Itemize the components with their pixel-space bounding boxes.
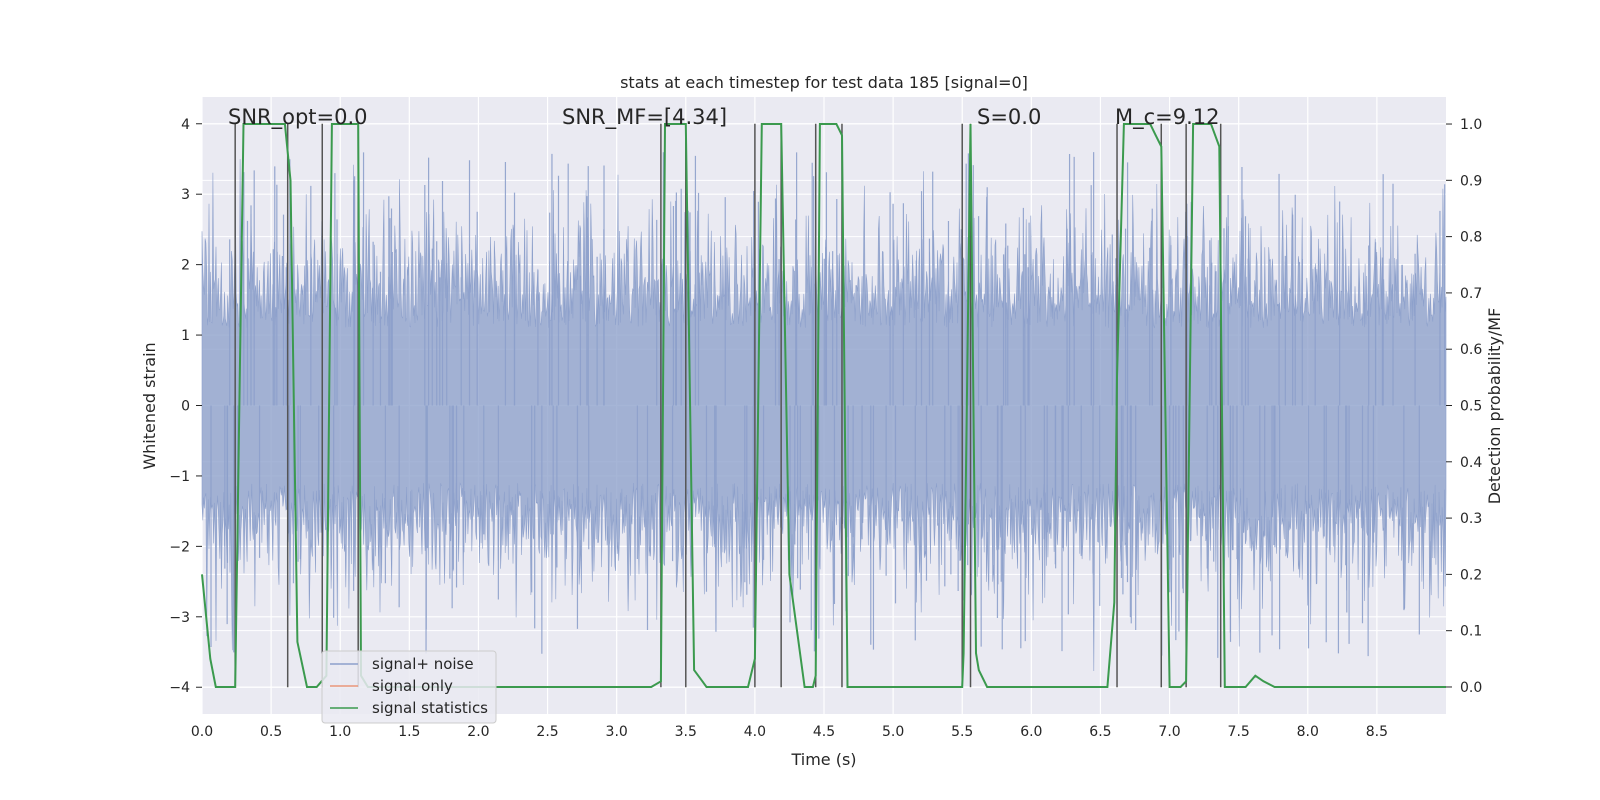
x-tick-label-4: 2.0	[467, 724, 489, 740]
y-tick-labels-right: 1.0 0.9 0.8 0.7 0.6 0.5 0.4 0.3 0.2 0.1 0.0	[1446, 117, 1482, 696]
y-tick-label-left-5: −1	[169, 469, 190, 485]
x-tick-label-10: 5.0	[882, 724, 904, 740]
legend-label-signal-statistics: signal statistics	[372, 699, 488, 717]
x-tick-label-16: 8.0	[1297, 724, 1319, 740]
legend-label-signal-only: signal only	[372, 677, 453, 695]
annotation-mc: M_c=9.12	[1115, 105, 1220, 130]
y-tick-label-left-0: 4	[181, 117, 190, 133]
x-tick-label-3: 1.5	[398, 724, 420, 740]
chart-title: stats at each timestep for test data 185…	[620, 73, 1028, 92]
annotation-snr-opt: SNR_opt=0.0	[228, 105, 368, 130]
legend-box	[321, 650, 497, 724]
x-tick-label-8: 4.0	[744, 724, 766, 740]
y-tick-label-right-2: 0.8	[1460, 230, 1482, 246]
annotation-s: S=0.0	[977, 105, 1041, 129]
y-tick-label-left-1: 3	[181, 187, 190, 203]
y-tick-label-right-9: 0.1	[1460, 624, 1482, 640]
y-tick-label-left-2: 2	[181, 258, 190, 274]
y-tick-label-right-7: 0.3	[1460, 511, 1482, 527]
annotation-snr-mf: SNR_MF=[4.34]	[562, 105, 727, 130]
y-tick-label-left-3: 1	[181, 328, 190, 344]
x-axis-label: Time (s)	[790, 750, 856, 769]
x-tick-label-14: 7.0	[1158, 724, 1180, 740]
y-tick-label-left-6: −2	[169, 539, 190, 555]
x-tick-label-2: 1.0	[329, 724, 351, 740]
y-tick-label-right-4: 0.6	[1460, 342, 1482, 358]
y-tick-label-right-6: 0.4	[1460, 455, 1482, 471]
y-tick-label-right-3: 0.7	[1460, 286, 1482, 302]
signal-plus-noise-trace	[201, 159, 1447, 672]
legend: signal+ noise signal only signal statist…	[321, 650, 497, 724]
x-tick-label-7: 3.5	[675, 724, 697, 740]
x-tick-label-17: 8.5	[1366, 724, 1388, 740]
y-axis-label-right: Detection probability/MF	[1485, 308, 1504, 505]
y-tick-label-right-10: 0.0	[1460, 680, 1482, 696]
x-tick-label-0: 0.0	[191, 724, 213, 740]
y-tick-label-right-1: 0.9	[1460, 173, 1482, 189]
x-tick-label-5: 2.5	[536, 724, 558, 740]
y-tick-label-left-8: −4	[169, 680, 190, 696]
y-tick-label-right-5: 0.5	[1460, 399, 1482, 415]
legend-label-signal-noise: signal+ noise	[372, 655, 474, 673]
x-tick-label-11: 5.5	[951, 724, 973, 740]
signal-plus-noise-series	[201, 152, 1447, 672]
x-tick-labels: 0.0 0.5 1.0 1.5 2.0 2.5 3.0 3.5 4.0 4.5 5.0 5.5 6.0 6…	[191, 724, 1388, 740]
x-tick-label-9: 4.5	[813, 724, 835, 740]
x-tick-label-6: 3.0	[606, 724, 628, 740]
y-tick-label-left-4: 0	[181, 399, 190, 415]
y-tick-label-right-0: 1.0	[1460, 117, 1482, 133]
y-axis-label-left: Whitened strain	[140, 342, 159, 469]
y-tick-label-right-8: 0.2	[1460, 567, 1482, 583]
y-tick-labels-left: 4 3 2 1 0 −1 −2 −3 −4	[169, 117, 202, 696]
x-tick-label-1: 0.5	[260, 724, 282, 740]
y-tick-label-left-7: −3	[169, 610, 190, 626]
x-tick-label-15: 7.5	[1228, 724, 1250, 740]
x-tick-label-13: 6.5	[1089, 724, 1111, 740]
x-tick-label-12: 6.0	[1020, 724, 1042, 740]
